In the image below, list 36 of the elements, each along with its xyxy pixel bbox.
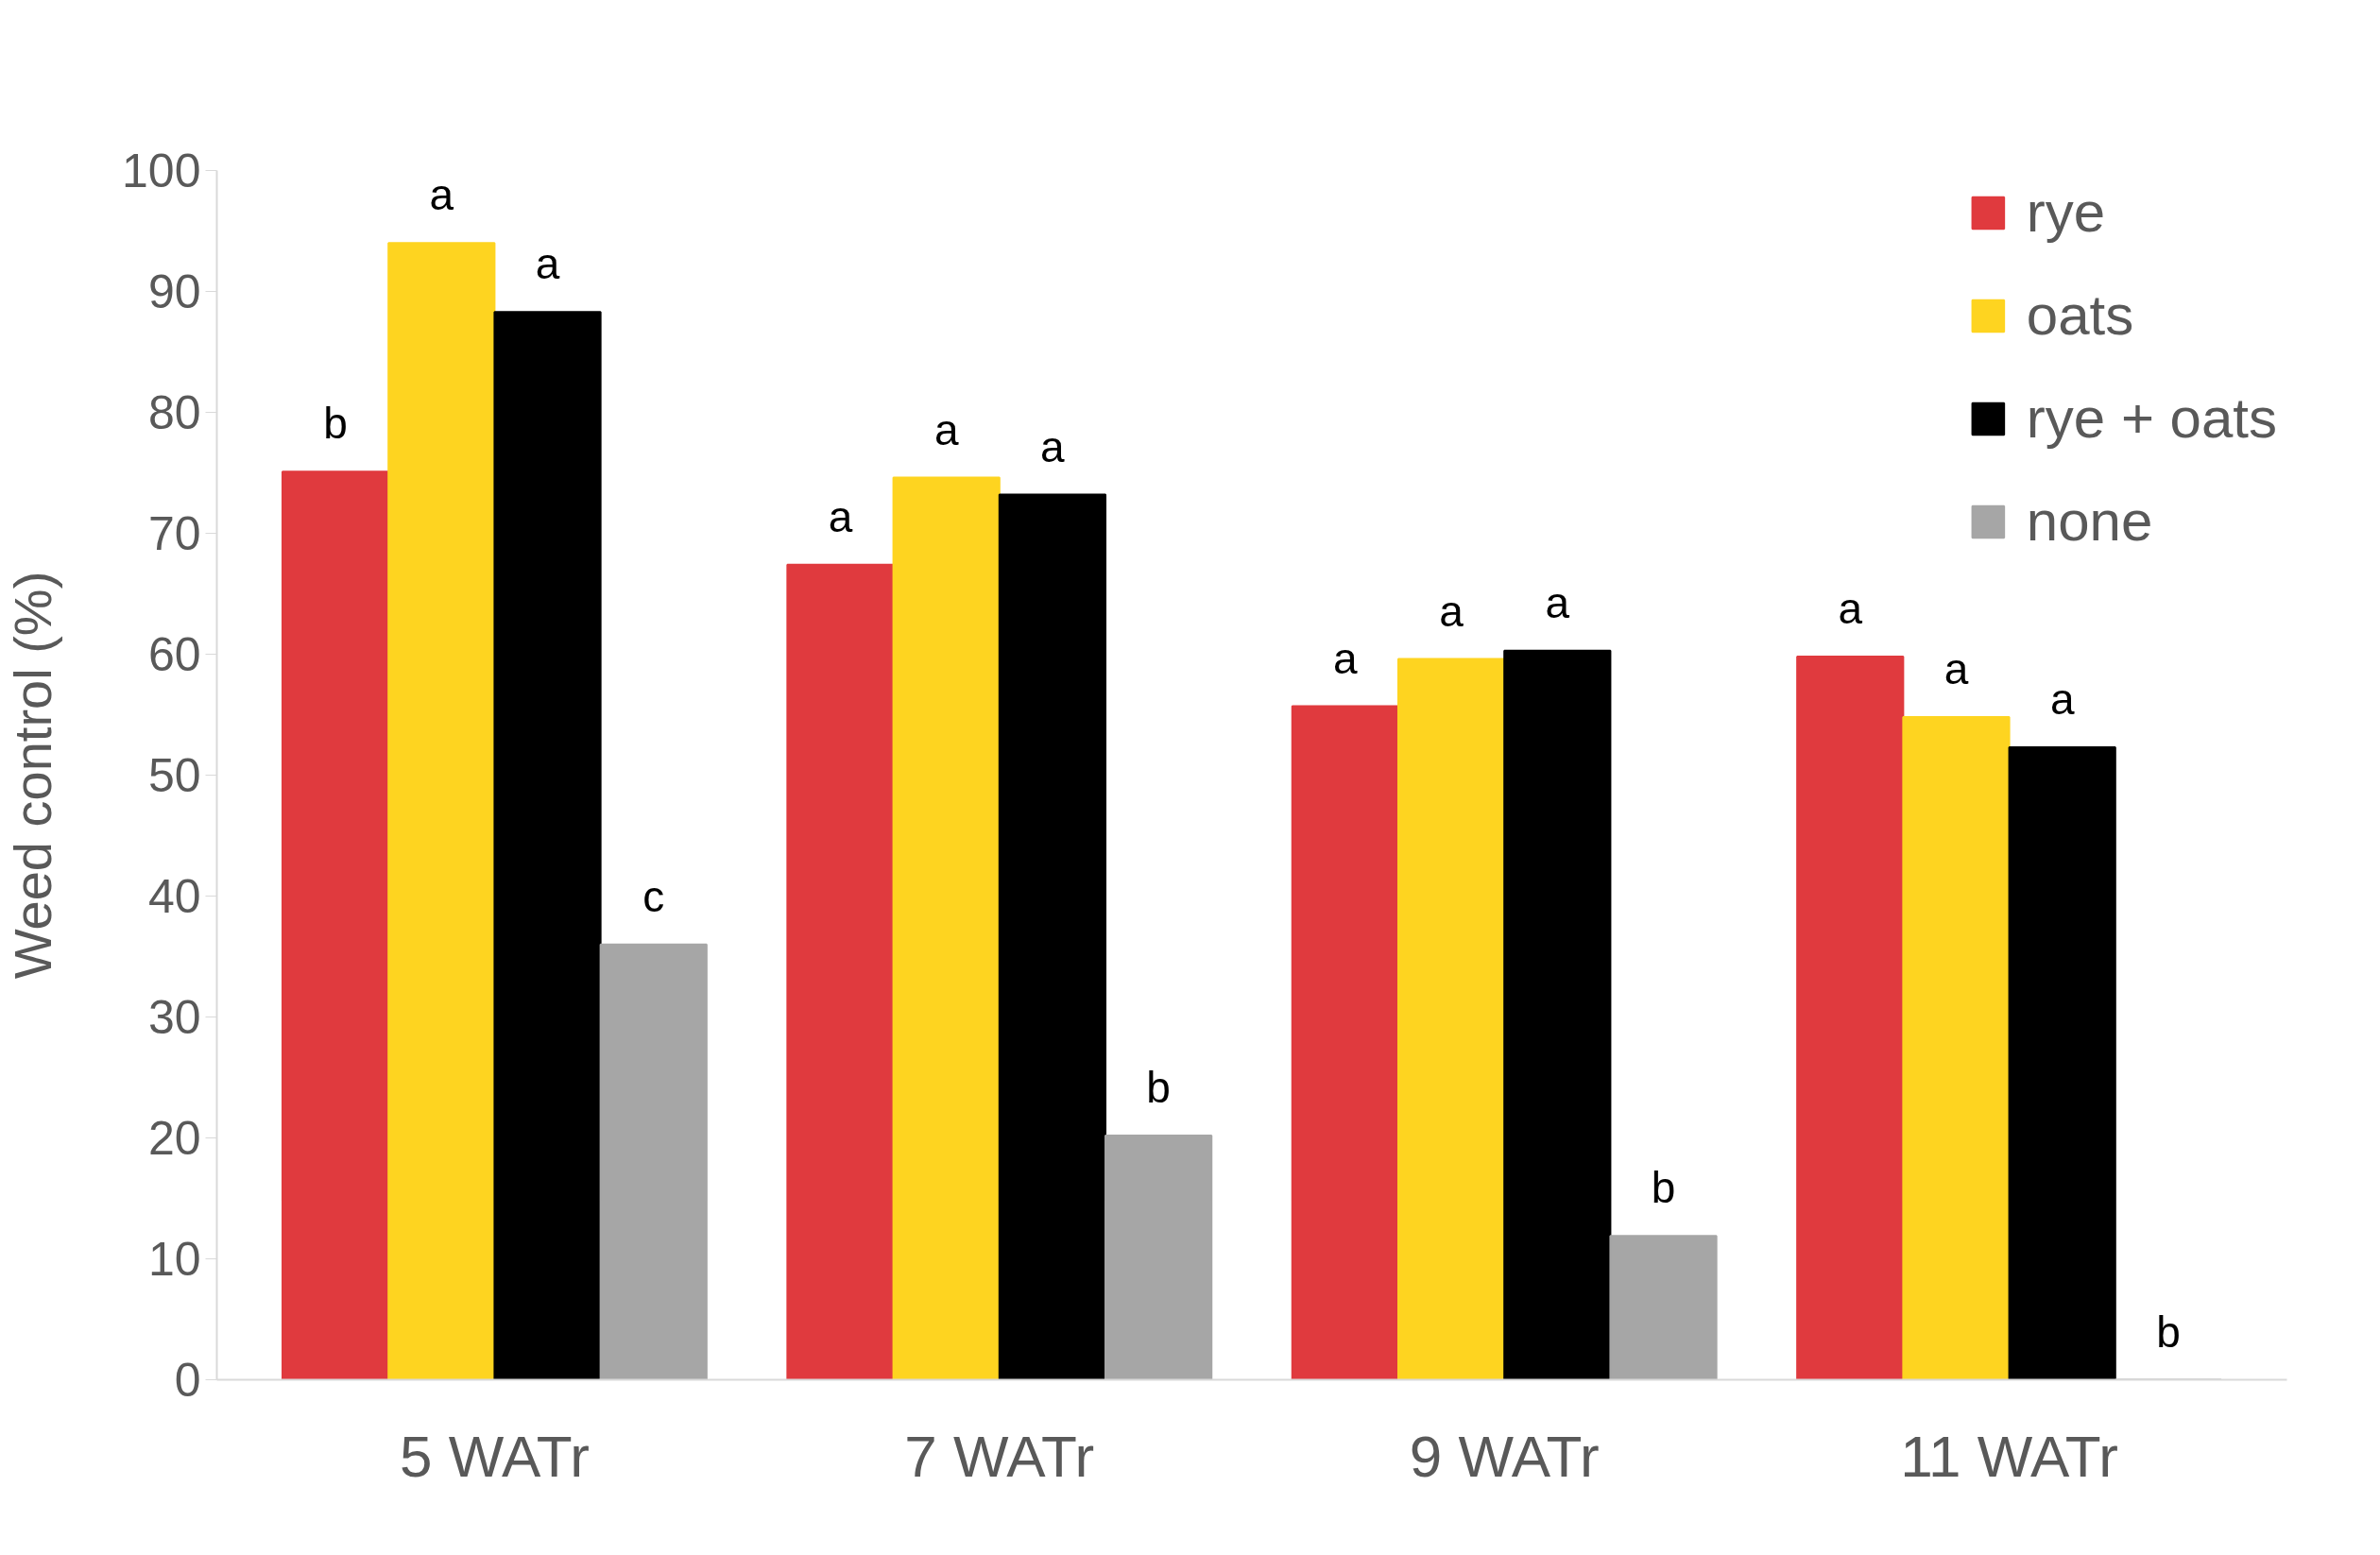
- data-label: a: [1040, 421, 1066, 471]
- x-tick-label: 7 WATr: [904, 1423, 1095, 1489]
- data-label: b: [1146, 1062, 1171, 1112]
- y-tick-label: 70: [147, 507, 201, 560]
- legend-label: rye: [2026, 179, 2106, 245]
- legend-label: rye + oats: [2026, 385, 2277, 451]
- y-tick-label: 0: [174, 1354, 201, 1407]
- y-tick-label: 60: [147, 628, 201, 681]
- data-label: b: [1651, 1163, 1676, 1213]
- y-axis-title: Weed control (%): [3, 571, 63, 980]
- y-tick-label: 100: [122, 145, 201, 197]
- data-label: a: [1545, 577, 1570, 627]
- legend-label: none: [2026, 488, 2153, 554]
- data-label: a: [933, 404, 959, 454]
- y-tick-label: 80: [147, 386, 201, 439]
- y-tick-label: 90: [147, 265, 201, 318]
- y-tick-label: 30: [147, 991, 201, 1044]
- data-label: a: [1439, 586, 1464, 636]
- x-tick-label: 5 WATr: [399, 1423, 590, 1489]
- legend-label: oats: [2026, 282, 2134, 348]
- y-tick-label: 20: [147, 1112, 201, 1165]
- data-label: a: [828, 491, 853, 541]
- y-tick-label: 50: [147, 749, 201, 802]
- x-tick-label: 11 WATr: [1900, 1423, 2118, 1489]
- y-tick-label: 10: [147, 1233, 201, 1286]
- y-tick-label: 40: [147, 870, 201, 923]
- data-label: b: [2156, 1307, 2181, 1357]
- data-label: a: [1838, 584, 1863, 634]
- data-label: c: [642, 871, 665, 921]
- data-label: a: [1943, 644, 1969, 694]
- data-label: a: [2049, 675, 2075, 725]
- x-tick-label: 9 WATr: [1409, 1423, 1600, 1489]
- data-label: a: [429, 170, 454, 220]
- data-label: a: [535, 239, 560, 289]
- data-label: a: [1333, 633, 1359, 683]
- data-label: b: [323, 399, 348, 449]
